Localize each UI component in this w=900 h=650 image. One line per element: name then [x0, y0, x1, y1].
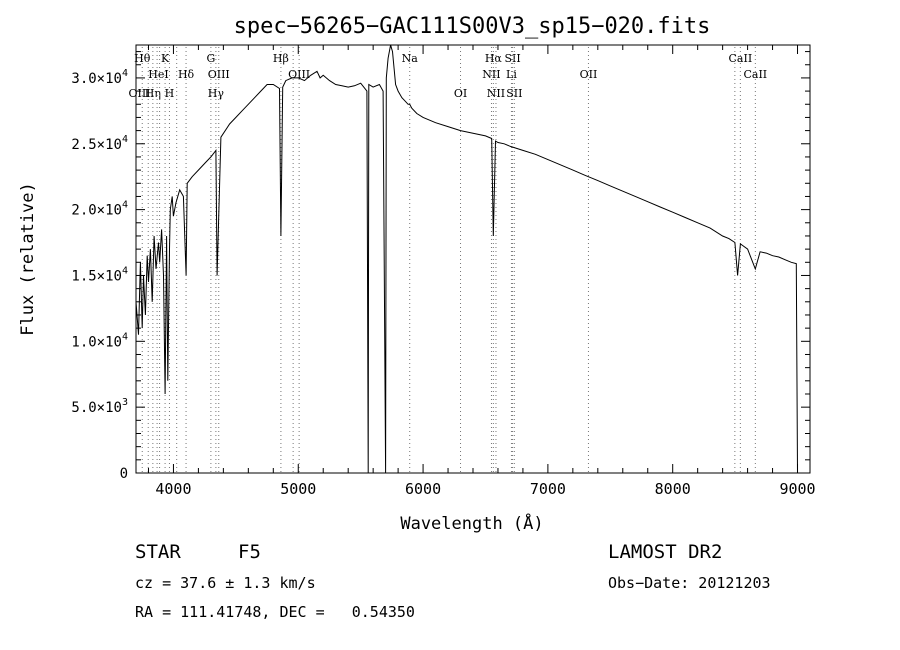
x-tick-label: 9000: [779, 480, 815, 498]
x-axis-label: Wavelength (Å): [400, 512, 543, 534]
y-axis: 05.0×1031.0×1041.5×1042.0×1042.5×1043.0×…: [71, 51, 810, 482]
marker-label: Hη: [145, 87, 161, 100]
y-tick-label: 0: [120, 466, 128, 482]
x-axis: 4000 5000 6000 7000 8000 9000: [147, 45, 816, 498]
x-tick-label: 6000: [405, 480, 441, 498]
y-tick-exponent: 4: [122, 200, 128, 211]
marker-label: K: [161, 52, 170, 65]
x-tick-label: 8000: [655, 480, 691, 498]
y-axis-label: Flux (relative): [18, 182, 38, 336]
y-tick-exponent: 3: [122, 397, 128, 408]
marker-label: SII: [506, 87, 522, 100]
y-tick-mantissa: 2.5×10: [71, 137, 122, 153]
y-tick-mantissa: 1.0×10: [71, 334, 122, 350]
marker-label: CaII: [743, 68, 767, 81]
marker-label: CaII: [729, 52, 753, 65]
marker-label: HeI: [148, 68, 168, 81]
marker-label: Hγ: [208, 87, 225, 100]
marker-label: G: [206, 52, 215, 65]
y-tick-label: 1.0×104: [71, 331, 128, 350]
y-tick-label: 2.0×104: [71, 200, 128, 219]
object-subclass: F5: [238, 541, 261, 563]
spectrum-line: [135, 44, 798, 474]
y-tick-exponent: 4: [122, 331, 128, 342]
y-tick-label: 3.0×104: [71, 68, 128, 87]
y-tick-label: 1.5×104: [71, 265, 128, 284]
object-class: STAR: [135, 541, 181, 563]
marker-label: Li: [506, 68, 517, 81]
marker-label: Hθ: [134, 52, 151, 65]
y-tick-exponent: 4: [122, 134, 128, 145]
y-tick-mantissa: 3.0×10: [71, 71, 122, 87]
y-tick-exponent: 4: [122, 68, 128, 79]
marker-label: H: [165, 87, 175, 100]
y-tick-label: 5.0×103: [71, 397, 128, 416]
y-tick-exponent: 4: [122, 265, 128, 276]
x-tick-label: 5000: [280, 480, 316, 498]
obs-date: Obs−Date: 20121203: [608, 574, 771, 592]
y-tick-mantissa: 1.5×10: [71, 268, 122, 284]
marker-label: OIII: [128, 87, 150, 100]
marker-label: Hα: [485, 52, 503, 65]
coordinates: RA = 111.41748, DEC = 0.54350: [135, 603, 415, 621]
marker-label: NII: [482, 68, 500, 81]
y-tick-mantissa: 0: [120, 466, 128, 482]
marker-label: SII: [504, 52, 520, 65]
marker-label: Hβ: [273, 52, 289, 65]
marker-label: OII: [580, 68, 598, 81]
marker-label: NII: [487, 87, 505, 100]
redshift-text: cz = 37.6 ± 1.3 km/s: [135, 574, 316, 592]
x-tick-label: 7000: [530, 480, 566, 498]
plot-frame: [135, 44, 811, 474]
x-tick-label: 4000: [155, 480, 191, 498]
y-tick-mantissa: 5.0×10: [71, 400, 122, 416]
marker-label: Na: [402, 52, 419, 65]
marker-label: Hδ: [178, 68, 195, 81]
chart-title: spec−56265−GAC111S00V3_sp15−020.fits: [234, 14, 711, 39]
marker-label: OI: [454, 87, 467, 100]
survey-name: LAMOST DR2: [608, 541, 723, 563]
y-tick-label: 2.5×104: [71, 134, 128, 153]
marker-label: OIII: [208, 68, 230, 81]
y-tick-mantissa: 2.0×10: [71, 203, 122, 219]
